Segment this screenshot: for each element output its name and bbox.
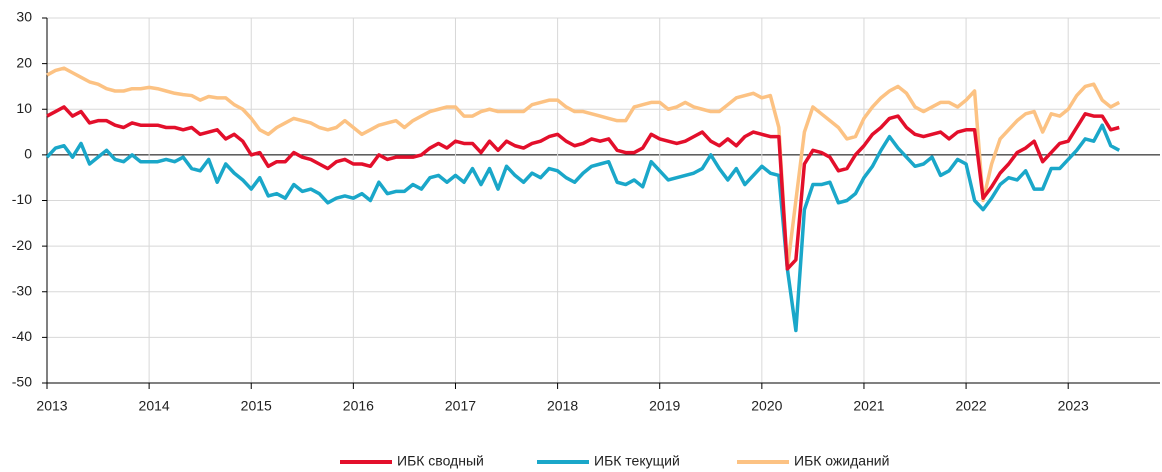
x-tick-label: 2014: [139, 398, 170, 414]
x-tick-label: 2016: [343, 398, 374, 414]
x-tick-label: 2023: [1058, 398, 1089, 414]
x-tick-label: 2017: [445, 398, 476, 414]
series-line: [45, 123, 1121, 333]
series-line: [46, 105, 1120, 271]
y-tick-label: -20: [12, 237, 32, 253]
x-tick-label: 2022: [956, 398, 987, 414]
y-tick-label: 0: [24, 146, 32, 162]
series-line: [46, 66, 1121, 271]
x-tick-label: 2013: [36, 398, 67, 414]
legend-label: ИБК сводный: [397, 453, 484, 469]
x-tick-label: 2015: [241, 398, 272, 414]
y-tick-label: 10: [16, 100, 32, 116]
x-tick-label: 2019: [649, 398, 680, 414]
x-tick-label: 2018: [547, 398, 578, 414]
y-tick-label: -40: [12, 328, 32, 344]
y-tick-label: 20: [16, 54, 32, 70]
y-tick-label: 30: [16, 9, 32, 25]
x-tick-label: 2021: [853, 398, 884, 414]
legend-label: ИБК текущий: [594, 453, 680, 469]
x-tick-label: 2020: [751, 398, 782, 414]
legend-label: ИБК ожиданий: [794, 453, 889, 469]
y-tick-label: -10: [12, 191, 32, 207]
y-tick-label: -50: [12, 374, 32, 390]
y-tick-label: -30: [12, 282, 32, 298]
